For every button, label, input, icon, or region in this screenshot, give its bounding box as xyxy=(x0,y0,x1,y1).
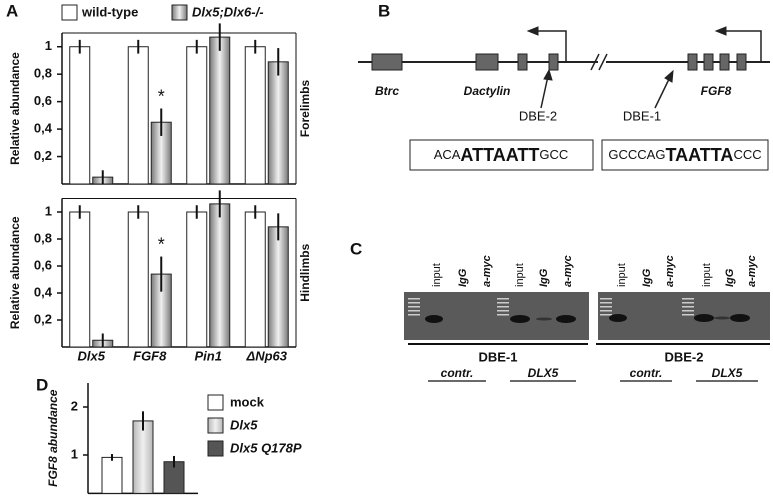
panel-label: C xyxy=(350,239,362,258)
y-tick-label: 0,6 xyxy=(34,93,52,108)
gene-label: Btrc xyxy=(375,84,399,98)
lane-label: a-myc xyxy=(664,255,676,287)
bar xyxy=(69,46,91,185)
significance-mark: * xyxy=(158,86,165,106)
y-axis-label: FGF8 abundance xyxy=(46,389,60,487)
lane-label: input xyxy=(616,263,628,287)
side-label: Forelimbs xyxy=(298,80,312,138)
sequence-motif: ATTAATT xyxy=(460,145,539,165)
sequence-part: CCC xyxy=(733,147,761,162)
gel-group: DLX5 xyxy=(712,366,743,380)
x-tick-label: Dlx5 xyxy=(78,348,106,363)
bar xyxy=(186,46,208,185)
lane-label: a-myc xyxy=(562,255,574,287)
gel-images xyxy=(404,292,770,382)
legend-swatch xyxy=(171,4,188,21)
x-tick-label: ΔNp63 xyxy=(245,348,287,363)
y-tick-label: 0,2 xyxy=(34,148,52,163)
legend-label: Dlx5 Q178P xyxy=(230,440,302,455)
x-tick-label: Pin1 xyxy=(195,348,222,363)
gene-label: Dactylin xyxy=(464,84,511,98)
y-axis-label: Relative abundance xyxy=(8,216,22,329)
legend-label: wild-type xyxy=(81,4,138,19)
lane-label: input xyxy=(431,263,443,287)
lane-label: a-myc xyxy=(481,255,493,287)
legend-label: Dlx5 xyxy=(230,417,258,432)
sequence: GCCCAGTAATTACCC xyxy=(608,145,761,165)
bar xyxy=(267,226,289,348)
lane-label: IgG xyxy=(538,268,550,287)
gel-target: DBE-1 xyxy=(478,349,517,364)
sequence-part: GCCCAG xyxy=(608,147,665,162)
lane-label: IgG xyxy=(724,268,736,287)
lane-label: input xyxy=(514,263,526,287)
y-tick-label: 1 xyxy=(45,38,52,53)
side-label: Hindlimbs xyxy=(298,243,312,301)
lane-label: IgG xyxy=(457,268,469,287)
x-tick-label: FGF8 xyxy=(133,348,167,363)
bar xyxy=(127,46,149,185)
gel-group: contr. xyxy=(630,366,663,380)
y-tick-label: 0,8 xyxy=(34,66,52,81)
sequence-part: GCC xyxy=(539,147,568,162)
panel-label: A xyxy=(6,1,18,20)
legend-swatch xyxy=(207,440,224,457)
bar xyxy=(101,456,123,494)
y-tick-label: 0,6 xyxy=(34,257,52,272)
y-tick-label: 0,4 xyxy=(34,121,53,136)
legend-swatch xyxy=(207,394,224,411)
y-tick-label: 2 xyxy=(71,398,78,413)
bar xyxy=(132,420,154,494)
y-tick-label: 1 xyxy=(71,446,78,461)
site-label: DBE-1 xyxy=(623,108,661,123)
gene-label: FGF8 xyxy=(701,84,732,98)
bar xyxy=(244,46,266,185)
bar xyxy=(127,211,149,348)
gel-target: DBE-2 xyxy=(664,349,703,364)
y-axis-label: Relative abundance xyxy=(8,52,22,165)
bar xyxy=(209,36,231,185)
gel-group: contr. xyxy=(441,366,474,380)
sequence: ACAATTAATTGCC xyxy=(434,145,569,165)
bar xyxy=(244,211,266,348)
legend-label: Dlx5;Dlx6-/- xyxy=(192,4,264,19)
significance-mark: * xyxy=(158,234,165,254)
panel-label: D xyxy=(36,375,48,394)
legend-label: mock xyxy=(230,394,265,409)
lane-label: input xyxy=(701,263,713,287)
bar xyxy=(186,211,208,348)
gene-diagram xyxy=(358,26,770,171)
bar xyxy=(267,61,289,185)
gel-group: DLX5 xyxy=(528,366,559,380)
y-tick-label: 0,4 xyxy=(34,284,53,299)
lane-label: a-myc xyxy=(746,255,758,287)
y-tick-label: 0,8 xyxy=(34,230,52,245)
legend-swatch xyxy=(207,417,224,434)
sequence-motif: TAATTA xyxy=(665,145,733,165)
legend-swatch xyxy=(61,4,78,21)
bar xyxy=(209,203,231,348)
lane-label: IgG xyxy=(641,268,653,287)
site-label: DBE-2 xyxy=(519,108,557,123)
y-tick-label: 1 xyxy=(45,203,52,218)
panel-label: B xyxy=(378,1,390,20)
sequence-part: ACA xyxy=(434,147,461,162)
bar xyxy=(69,211,91,348)
y-tick-label: 0,2 xyxy=(34,311,52,326)
